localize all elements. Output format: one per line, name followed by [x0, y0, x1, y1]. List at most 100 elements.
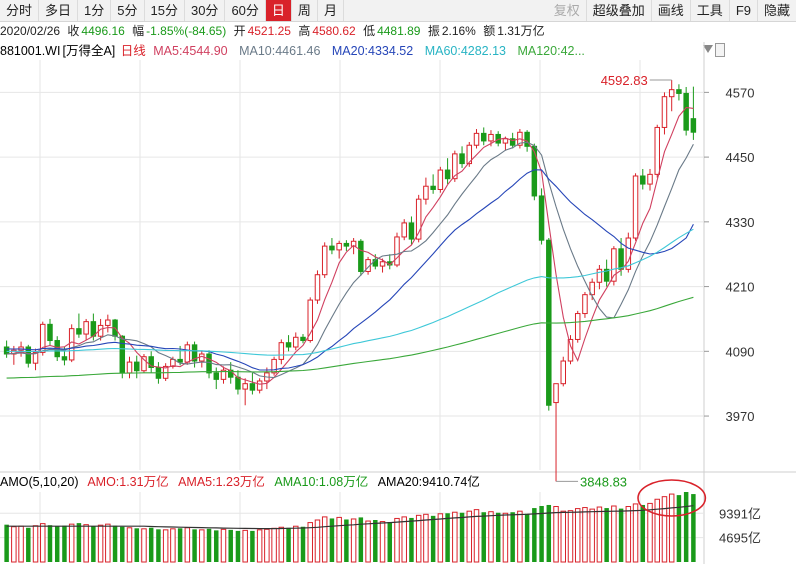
- volume-bar: [640, 504, 646, 562]
- volume-bar: [502, 512, 509, 563]
- amo-params: AMO(5,10,20): [0, 475, 79, 489]
- volume-bar: [539, 506, 544, 562]
- ma-legend-menu-icon[interactable]: [715, 43, 725, 57]
- candle-body: [191, 344, 198, 362]
- period-toolbar: 分时 多日 1分 5分 15分 30分 60分 日 周 月 复权 超级叠加 画线…: [0, 0, 796, 22]
- candle-body: [321, 245, 328, 276]
- candle: [249, 372, 256, 395]
- candle-body: [133, 361, 140, 372]
- candle: [574, 310, 581, 343]
- candle-body: [141, 356, 147, 372]
- ama5-value: AMA5:1.23万亿: [178, 475, 265, 489]
- candle-body: [473, 132, 480, 146]
- draw-line-button[interactable]: 画线: [652, 0, 691, 21]
- hide-button[interactable]: 隐藏: [763, 3, 790, 18]
- candle: [242, 378, 248, 406]
- candle: [430, 174, 436, 194]
- candle: [452, 150, 458, 182]
- adjust-button[interactable]: 复权: [548, 0, 587, 21]
- volume-bar: [481, 512, 486, 562]
- candle: [300, 334, 306, 344]
- candle-body: [343, 242, 350, 247]
- amo-value: AMO:1.31万亿: [87, 475, 169, 489]
- volume-bar: [676, 495, 682, 562]
- moving-average-lines: [6, 106, 694, 385]
- volume-bar: [112, 525, 118, 562]
- volume-bar: [271, 527, 277, 563]
- candle-body: [336, 242, 342, 251]
- candle-body: [177, 358, 183, 363]
- volume-bar: [524, 513, 530, 562]
- candle: [480, 127, 487, 146]
- volume-bar: [184, 527, 191, 563]
- volume-highlight-circle: [637, 479, 707, 517]
- volume-bar: [604, 508, 609, 562]
- ma-legend-collapse-icon[interactable]: [703, 45, 713, 53]
- candle: [47, 318, 53, 346]
- candle: [76, 313, 82, 338]
- volume-bar: [83, 524, 89, 563]
- volume-bar: [170, 528, 176, 563]
- change-label: 幅: [132, 24, 145, 38]
- tab-weekly[interactable]: 周: [292, 0, 318, 21]
- tab-1min[interactable]: 1分: [78, 0, 112, 21]
- candle-body: [524, 131, 530, 147]
- candle: [256, 378, 263, 394]
- candlesticks: [3, 80, 697, 482]
- candle: [148, 351, 154, 373]
- candle: [141, 354, 147, 373]
- volume-bar: [47, 525, 53, 562]
- tab-15min[interactable]: 15分: [145, 0, 185, 21]
- candle-body: [676, 89, 682, 94]
- tab-30min[interactable]: 30分: [185, 0, 226, 21]
- ma5-line: [6, 106, 694, 385]
- ama20-value: AMA20:9410.74亿: [377, 475, 480, 489]
- candle-body: [618, 248, 624, 270]
- volume-bar: [423, 513, 429, 563]
- volume-bar: [344, 519, 349, 562]
- volume-bar: [459, 512, 465, 562]
- candle: [199, 351, 205, 368]
- tab-multi-day[interactable]: 多日: [39, 0, 79, 21]
- volume-bar: [286, 527, 291, 562]
- candle-body: [560, 360, 567, 385]
- volume-bar: [365, 520, 371, 563]
- candle-body: [314, 274, 321, 301]
- volume-bar: [228, 529, 233, 562]
- candle-body: [574, 313, 581, 340]
- volume-bar: [18, 525, 24, 563]
- volume-bar: [625, 506, 632, 563]
- tab-intraday[interactable]: 分时: [0, 0, 40, 21]
- candle: [437, 166, 444, 193]
- candle-body: [632, 175, 639, 239]
- tab-monthly[interactable]: 月: [318, 0, 344, 21]
- candle-body: [249, 383, 256, 391]
- volume-bars: [4, 492, 696, 563]
- f9-button[interactable]: F9: [730, 0, 758, 21]
- candle-body: [76, 328, 82, 335]
- candle: [683, 86, 689, 136]
- volume-tick-label: 4695亿: [719, 531, 761, 546]
- tab-60min[interactable]: 60分: [225, 0, 266, 21]
- candle-body: [83, 321, 89, 335]
- candle: [336, 240, 342, 259]
- volume-bar: [156, 529, 161, 562]
- tab-5min[interactable]: 5分: [111, 0, 145, 21]
- ma-legend: 881001.WI [万得全A] 日线 MA5:4544.90 MA10:4461…: [0, 42, 700, 60]
- high-value: 4580.62: [312, 24, 356, 38]
- candle: [358, 239, 364, 276]
- candle-body: [278, 342, 285, 360]
- candle: [105, 314, 111, 333]
- volume-bar: [618, 508, 624, 562]
- tools-button[interactable]: 工具: [691, 0, 730, 21]
- volume-bar: [4, 524, 9, 562]
- candle-body: [683, 92, 689, 131]
- candle: [603, 259, 610, 287]
- volume-bar: [134, 528, 139, 562]
- volume-bar: [596, 506, 603, 563]
- candle-body: [25, 346, 32, 364]
- super-overlay-button[interactable]: 超级叠加: [587, 0, 652, 21]
- tab-daily[interactable]: 日: [265, 0, 292, 21]
- candle-body: [437, 169, 444, 190]
